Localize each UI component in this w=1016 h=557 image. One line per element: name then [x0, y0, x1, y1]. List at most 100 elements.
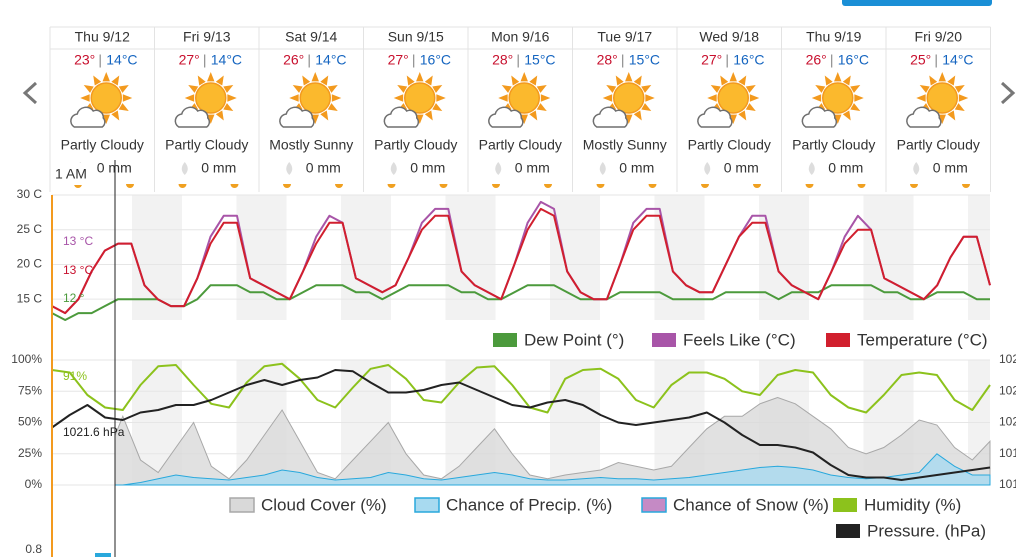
low-temp: 14°C	[106, 52, 137, 68]
annotation: 13 °C	[63, 263, 93, 277]
y2-tick-label: 1017.5	[999, 446, 1016, 460]
drop-icon	[390, 162, 397, 175]
legend-label: Temperature (°C)	[857, 330, 988, 349]
sun-ray	[118, 85, 129, 93]
sun-ray	[720, 75, 729, 86]
y-tick-label: 0%	[25, 477, 43, 491]
drop-icon	[495, 162, 502, 175]
sun-ray	[520, 72, 528, 82]
sun-ray	[223, 103, 234, 111]
sun-marker	[387, 184, 396, 188]
high-temp: 23°	[74, 52, 95, 68]
sun-ray	[916, 94, 926, 102]
sun-marker	[230, 184, 239, 188]
sun-ray	[80, 94, 90, 102]
day-column: Sat 9/14 26° | 14°C Mostly Sunny 0 mm	[258, 27, 353, 192]
precip: 0 mm	[306, 160, 341, 176]
sun-ray	[416, 114, 424, 124]
sun-marker	[857, 184, 866, 188]
sun-marker	[544, 184, 552, 188]
sun-ray	[641, 85, 652, 93]
sun-ray	[215, 110, 224, 121]
cloud	[697, 106, 733, 128]
night-band	[654, 195, 705, 320]
sun-ray	[520, 114, 528, 124]
area	[52, 398, 990, 486]
sun-ray	[842, 75, 851, 86]
temp-separator: |	[725, 52, 729, 68]
sun-ray	[331, 94, 342, 102]
sun-ray	[289, 94, 299, 102]
precip: 0 mm	[828, 160, 863, 176]
prev-arrow[interactable]	[22, 81, 38, 105]
low-temp: 14°C	[211, 52, 242, 68]
day-date: Tue 9/17	[597, 29, 652, 45]
day-date: Thu 9/12	[75, 29, 130, 45]
low-temp: 16°C	[420, 52, 451, 68]
sun-ray	[320, 75, 329, 86]
sun-ray	[824, 75, 833, 86]
sun-ray	[311, 114, 319, 124]
sun-ray	[850, 103, 861, 111]
series-line	[51, 369, 991, 481]
legend-label: Pressure. (hPa)	[867, 521, 986, 540]
top-button[interactable]	[842, 0, 992, 6]
sun-ray	[424, 110, 433, 121]
y-tick-label: 50%	[18, 415, 42, 429]
sun-ray	[738, 75, 747, 86]
sun-ray	[311, 72, 319, 82]
sun-ray	[625, 114, 633, 124]
legend-swatch	[229, 497, 255, 513]
day-column: Fri 9/13 27° | 14°C Partly Cloudy 0 mm	[154, 27, 248, 192]
sun-ray	[184, 94, 195, 102]
sun-ray	[416, 72, 424, 82]
sun-ray	[540, 94, 551, 102]
sun-ray	[536, 103, 547, 111]
sun	[195, 82, 227, 114]
precip: 0 mm	[515, 160, 550, 176]
cloud	[906, 106, 942, 128]
sun-ray	[602, 94, 613, 102]
night-band	[550, 195, 600, 320]
sun-marker	[805, 184, 814, 188]
sun-ray	[327, 85, 338, 93]
cloud	[174, 106, 211, 128]
y2-tick-label: 1015	[999, 477, 1016, 491]
sun-ray	[498, 94, 508, 102]
legend-label: Feels Like (°C)	[683, 330, 796, 349]
sun-ray	[511, 75, 520, 86]
sun-ray	[327, 103, 338, 111]
next-arrow[interactable]	[1000, 81, 1016, 105]
y-tick-label: 75%	[18, 383, 42, 397]
sun-ray	[745, 85, 756, 93]
high-temp: 27°	[179, 52, 200, 68]
sun	[822, 82, 854, 114]
sun-ray	[83, 85, 94, 93]
sun-ray	[397, 85, 408, 93]
precip: 0 mm	[933, 160, 968, 176]
cloud	[592, 106, 629, 128]
sun-ray	[207, 114, 215, 124]
sun-ray	[615, 75, 624, 86]
sun-ray	[432, 103, 443, 111]
sun-ray	[436, 94, 446, 102]
annotation: 12 °	[63, 291, 85, 305]
annotation: 13 °C	[63, 234, 93, 248]
condition: Partly Cloudy	[792, 137, 875, 153]
sun-marker	[492, 184, 500, 188]
annotation: 1021.6 hPa	[63, 425, 125, 439]
sun-marker	[335, 184, 343, 188]
sun-ray	[947, 110, 956, 121]
sun-marker	[962, 184, 970, 188]
sun-ray	[645, 94, 655, 102]
sun-ray	[424, 75, 433, 86]
temp-separator: |	[934, 52, 938, 68]
y2-tick-label: 1020	[999, 415, 1016, 429]
high-temp: 27°	[388, 52, 409, 68]
sun-ray	[710, 85, 721, 93]
sun-ray	[606, 85, 617, 93]
series-line	[51, 207, 991, 315]
condition: Partly Cloudy	[688, 137, 771, 153]
